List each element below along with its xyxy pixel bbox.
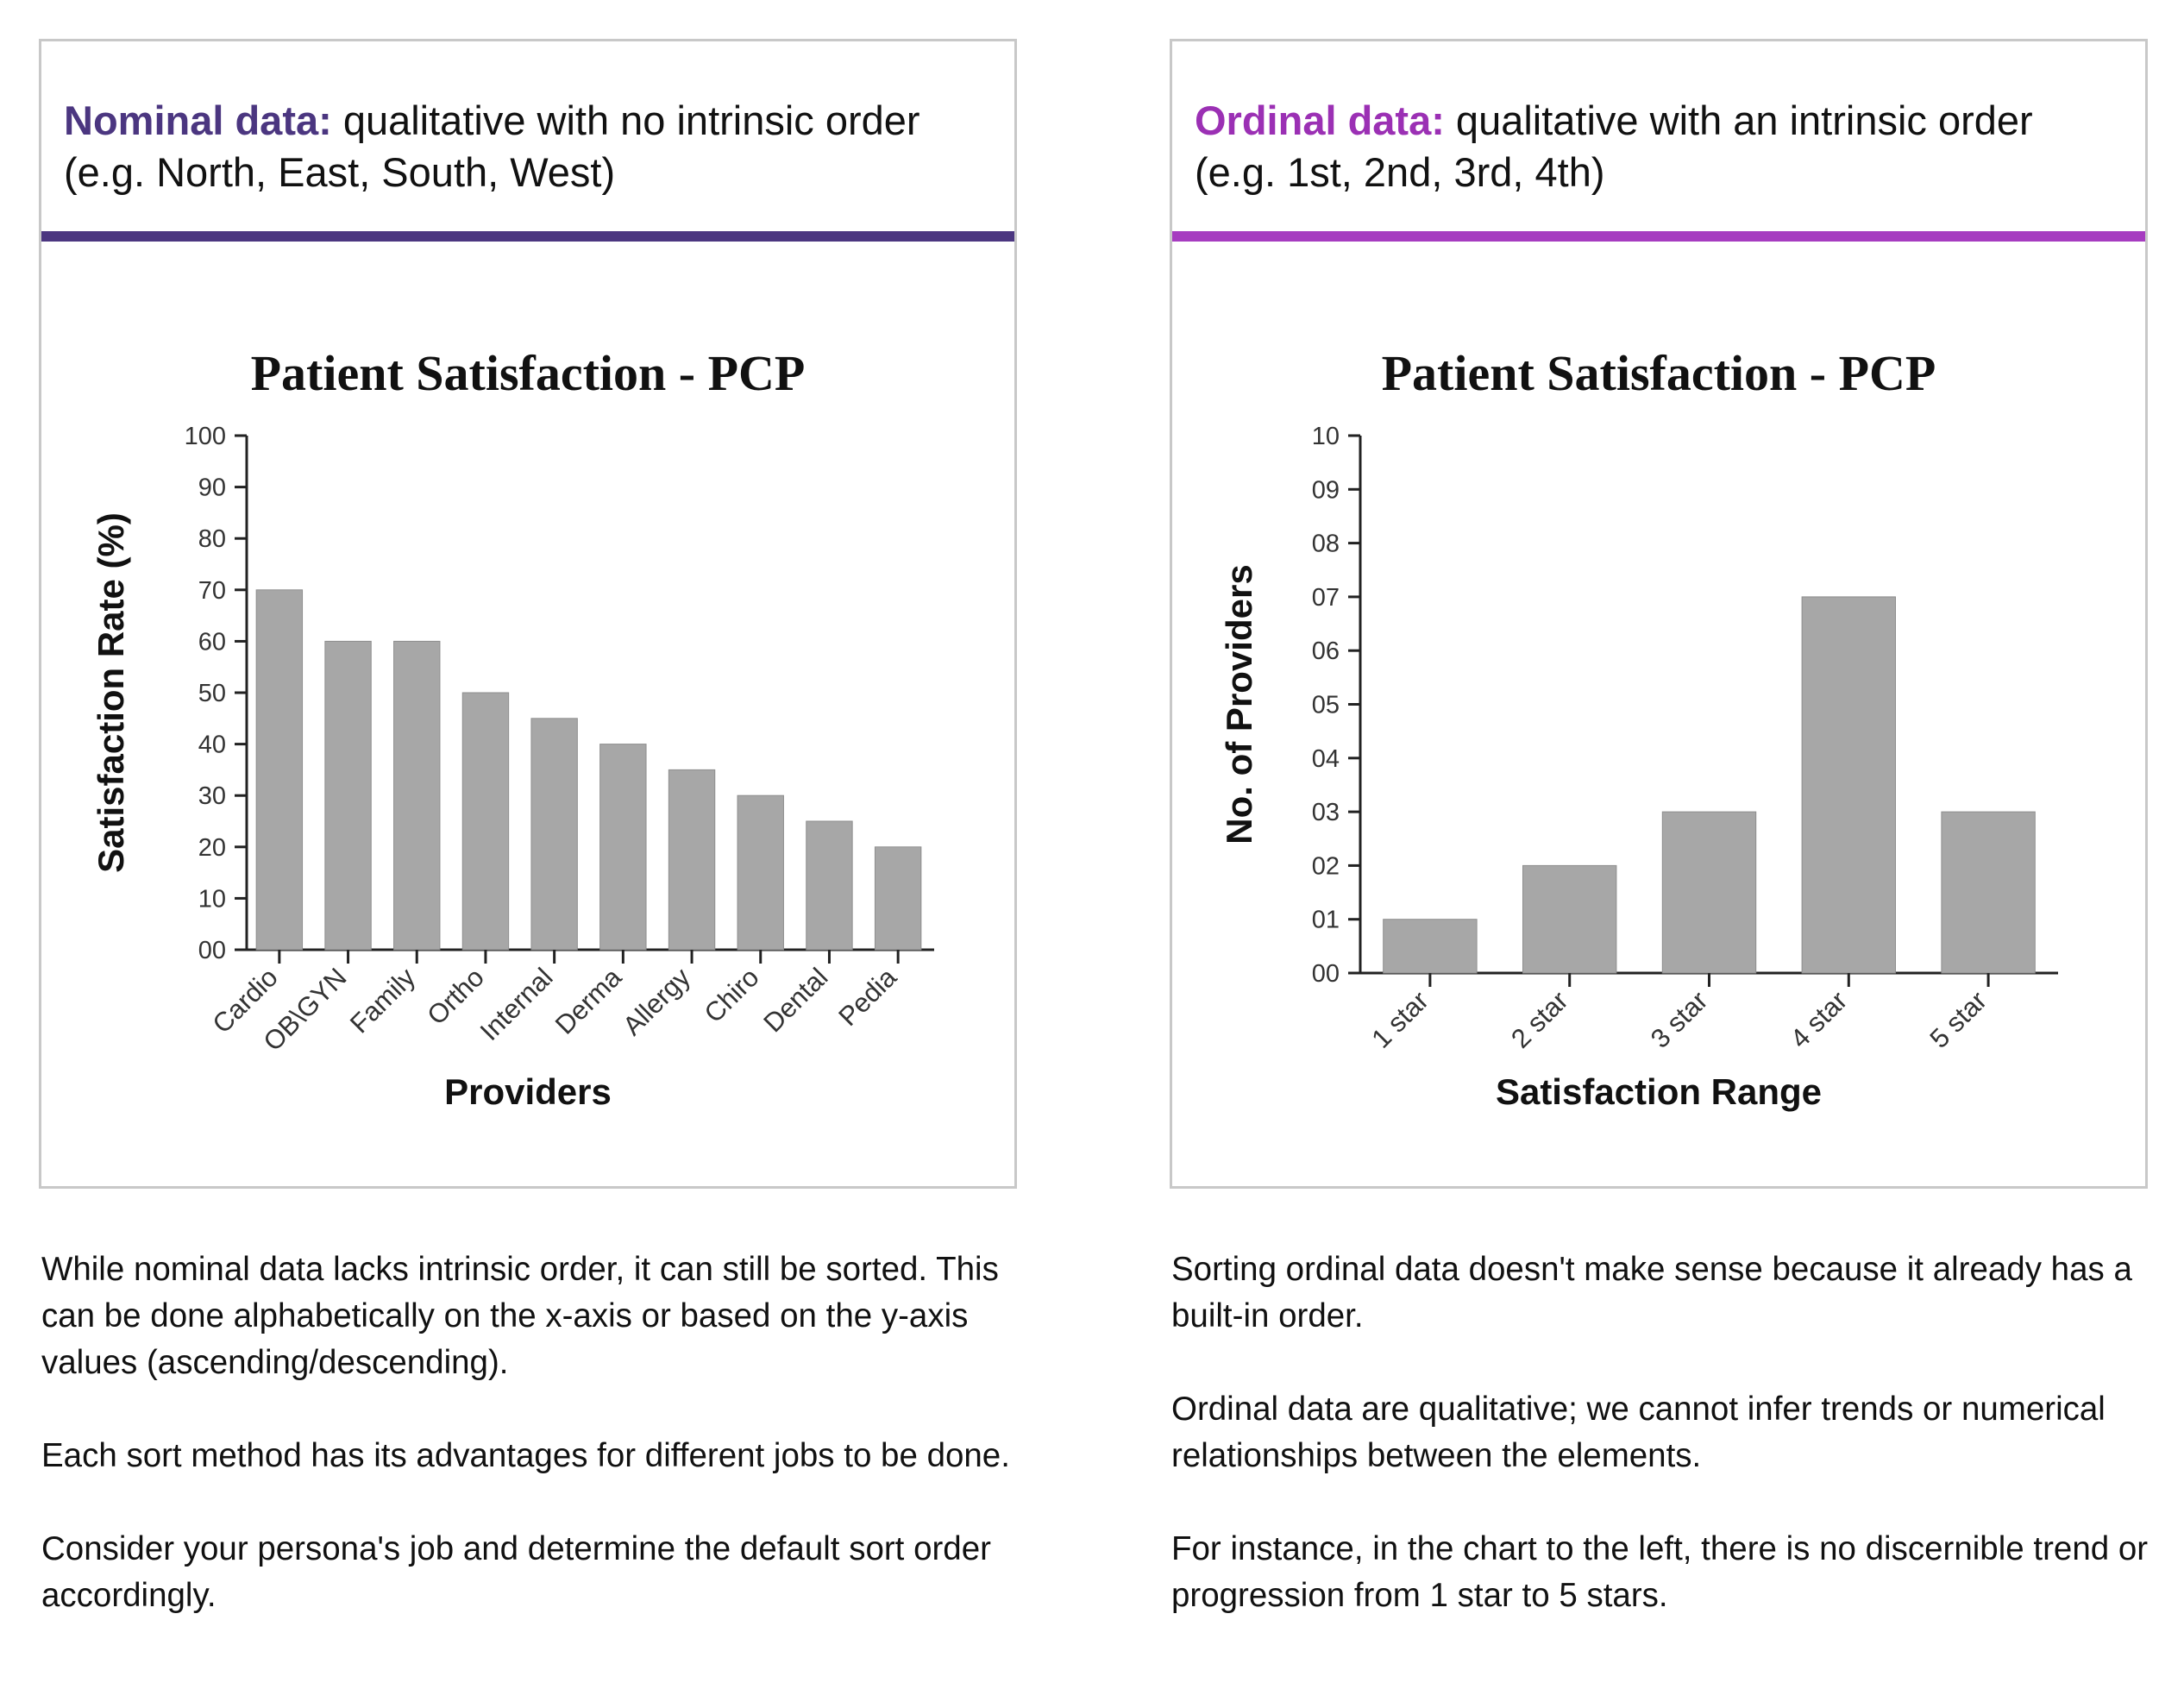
ordinal-notes: Sorting ordinal data doesn't make sense … [1171, 1246, 2155, 1666]
y-tick-label: 07 [1312, 584, 1340, 612]
y-tick-label: 30 [198, 782, 226, 810]
y-tick-label: 05 [1312, 692, 1340, 719]
chart-title: Patient Satisfaction - PCP [1382, 345, 1936, 401]
x-tick-label: Chiro [699, 962, 765, 1028]
y-tick-label: 70 [198, 577, 226, 605]
y-tick-label: 90 [198, 474, 226, 502]
y-tick-label: 60 [198, 628, 226, 656]
bar [1383, 919, 1478, 974]
panel-heading: Ordinal data: qualitative with an intrin… [1172, 41, 2145, 231]
bar [1801, 596, 1897, 974]
y-tick-label: 00 [198, 937, 226, 964]
y-tick-label: 80 [198, 525, 226, 553]
x-axis-title: Satisfaction Range [1496, 1071, 1822, 1112]
note-paragraph: Ordinal data are qualitative; we cannot … [1171, 1391, 2106, 1474]
bar [1941, 811, 2036, 974]
x-axis-title: Providers [444, 1071, 612, 1112]
heading-description: qualitative with an intrinsic order (e.g… [1195, 97, 2033, 195]
y-tick-label: 10 [1312, 423, 1340, 450]
bar [599, 744, 647, 951]
y-axis-title: Satisfaction Rate (%) [91, 512, 131, 873]
x-tick-label: 1 star [1365, 985, 1434, 1054]
nominal-data-panel: Nominal data: qualitative with no intrin… [39, 39, 1017, 1189]
note-paragraph: Each sort method has its advantages for … [41, 1437, 1010, 1474]
heading-term: Ordinal data: [1195, 97, 1445, 143]
panel-heading: Nominal data: qualitative with no intrin… [41, 41, 1014, 231]
y-tick-label: 04 [1312, 745, 1340, 773]
y-tick-label: 40 [198, 732, 226, 759]
y-tick-label: 02 [1312, 852, 1340, 880]
x-tick-label: Pedia [832, 962, 902, 1032]
note-paragraph: Consider your persona's job and determin… [41, 1530, 991, 1614]
bar [461, 692, 510, 951]
y-tick-label: 03 [1312, 799, 1340, 826]
x-tick-label: Family [344, 962, 422, 1039]
note-paragraph: For instance, in the chart to the left, … [1171, 1530, 2149, 1614]
ordinal-data-panel: Ordinal data: qualitative with an intrin… [1170, 39, 2148, 1189]
nominal-notes: While nominal data lacks intrinsic order… [41, 1246, 1025, 1666]
y-tick-label: 09 [1312, 476, 1340, 504]
y-tick-label: 06 [1312, 637, 1340, 665]
y-tick-label: 10 [198, 885, 226, 913]
y-axis-title: No. of Providers [1219, 564, 1259, 844]
bar [255, 589, 304, 951]
bar [1661, 811, 1757, 974]
bar [668, 769, 716, 951]
bar [324, 640, 372, 951]
nominal-bar-chart: Patient Satisfaction - PCP 00 10 20 30 40 50 60… [91, 345, 934, 1112]
x-tick-label: 2 star [1505, 985, 1574, 1054]
note-paragraph: While nominal data lacks intrinsic order… [41, 1251, 999, 1381]
y-tick-label: 50 [198, 680, 226, 707]
bar [737, 794, 784, 951]
heading-term: Nominal data: [64, 97, 332, 143]
bar [393, 640, 441, 951]
y-tick-label: 01 [1312, 907, 1340, 934]
x-tick-label: Derma [549, 962, 628, 1040]
ordinal-bar-chart: Patient Satisfaction - PCP 00 01 02 03 04 05 06… [1219, 345, 2058, 1112]
bar [530, 718, 578, 951]
y-tick-label: 00 [1312, 960, 1340, 988]
bar [806, 820, 853, 951]
x-tick-label: Dental [757, 962, 833, 1038]
chart-title: Patient Satisfaction - PCP [251, 345, 806, 401]
accent-rule [41, 231, 1014, 242]
x-tick-label: 5 star [1924, 985, 1993, 1054]
heading-description: qualitative with no intrinsic order (e.g… [64, 97, 920, 195]
x-tick-label: 3 star [1645, 985, 1714, 1054]
x-tick-label: Allergy [617, 962, 696, 1041]
bar [1522, 864, 1617, 974]
accent-rule [1172, 231, 2145, 242]
y-tick-label: 20 [198, 834, 226, 862]
y-tick-label: 100 [185, 423, 226, 450]
x-tick-label: 4 star [1785, 985, 1854, 1054]
bar [874, 846, 922, 951]
x-tick-label: Internal [474, 962, 559, 1046]
note-paragraph: Sorting ordinal data doesn't make sense … [1171, 1251, 2132, 1334]
y-tick-label: 08 [1312, 531, 1340, 558]
